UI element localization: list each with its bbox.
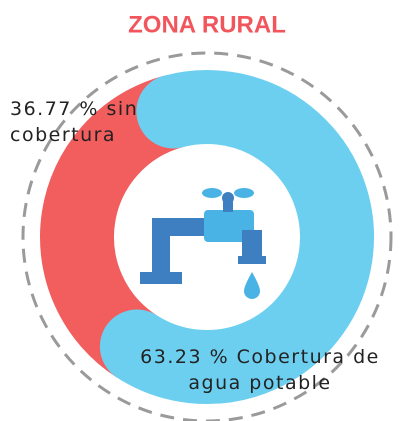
value-label: 36.77 % sin cobertura [10,98,139,146]
chart-title: ZONA RURAL [128,11,286,38]
dashed-ring [21,51,393,421]
donut [40,70,374,404]
donut-segment [40,75,184,378]
faucet-icon [140,188,266,299]
donut-segment [99,70,374,404]
value-label: 63.23 % Cobertura de agua potable [140,346,380,394]
